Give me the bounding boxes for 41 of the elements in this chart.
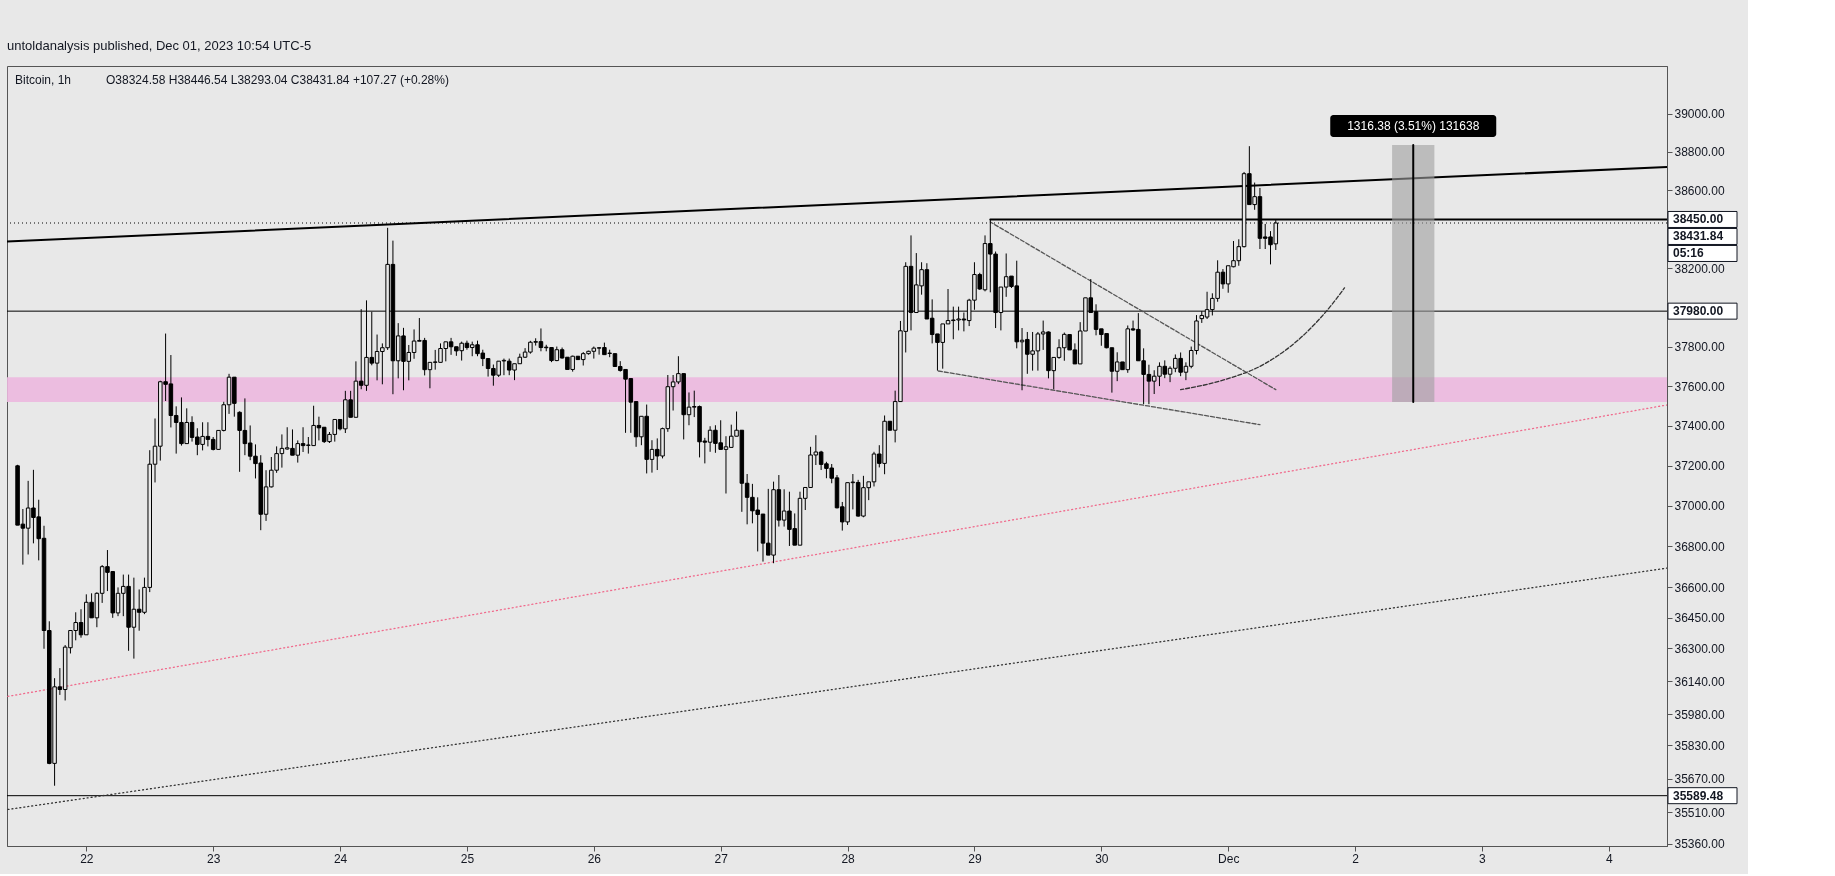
y-tick-label: 38800.00 (1674, 145, 1725, 160)
x-tick-label: 30 (1095, 851, 1109, 866)
annotation: 38450.00 (1673, 212, 1724, 227)
y-tick-label: 35980.00 (1674, 707, 1725, 722)
x-tick-label: 23 (207, 851, 221, 866)
x-tick-label: 25 (460, 851, 475, 866)
text: 05:16 (1673, 246, 1705, 261)
y-tick-label: 38200.00 (1674, 261, 1725, 276)
y-tick-label: 37400.00 (1674, 419, 1725, 434)
y-tick-label: 35510.00 (1674, 805, 1725, 820)
y-tick-label: 35830.00 (1674, 738, 1725, 753)
x-tick-label: 29 (968, 851, 982, 866)
ref-line-label: 35589.48 (1673, 788, 1724, 803)
x-tick-label: 4 (1606, 851, 1613, 866)
y-tick-label: 39000.00 (1674, 107, 1725, 122)
y-tick-label: 36450.00 (1674, 611, 1725, 626)
x-tick-label: 3 (1479, 851, 1487, 866)
ref-line-label: 37980.00 (1673, 304, 1724, 319)
x-tick-label: Dec (1218, 851, 1240, 866)
x-tick-label: 28 (841, 851, 856, 866)
y-tick-label: 35360.00 (1674, 837, 1725, 852)
x-tick-label: 27 (714, 851, 729, 866)
y-tick-label: 37000.00 (1674, 499, 1725, 514)
x-tick-label: 2 (1352, 851, 1360, 866)
text: O38324.58 H38446.54 L38293.04 C38431.84 +107.27 (+0.28%) (106, 73, 449, 87)
text: Bitcoin, 1h (15, 73, 72, 87)
ref-line-label: 38431.84 (1673, 229, 1724, 244)
text: untoldanalysis published, Dec 01, 2023 10:54 UTC-5 (7, 38, 312, 53)
y-tick-label: 38600.00 (1674, 183, 1725, 198)
y-tick-label: 37200.00 (1674, 459, 1725, 474)
y-tick-label: 37600.00 (1674, 379, 1725, 394)
x-tick-label: 22 (80, 851, 94, 866)
y-tick-label: 36140.00 (1674, 674, 1725, 689)
annotation: 1316.38 (3.51%) 131638 (1347, 119, 1480, 134)
y-tick-label: 36800.00 (1674, 539, 1725, 554)
y-tick-label: 36600.00 (1674, 580, 1725, 595)
y-tick-label: 36300.00 (1674, 641, 1725, 656)
y-tick-label: 37800.00 (1674, 340, 1725, 355)
y-tick-label: 35670.00 (1674, 772, 1725, 787)
x-tick-label: 26 (587, 851, 602, 866)
x-tick-label: 24 (333, 851, 348, 866)
